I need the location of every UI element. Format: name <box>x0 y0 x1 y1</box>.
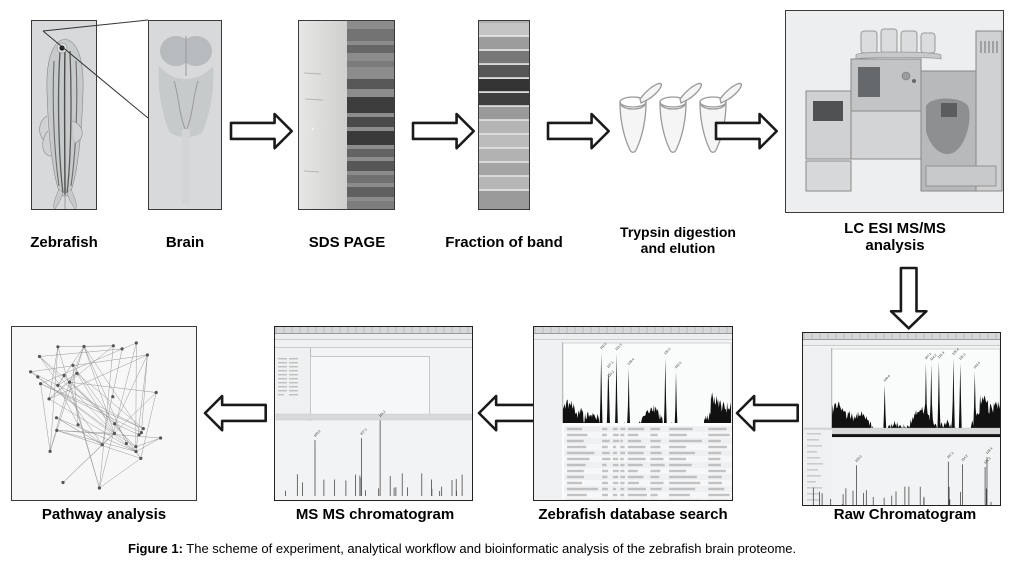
svg-text:107.1: 107.1 <box>359 427 368 436</box>
svg-text:114.2: 114.2 <box>960 454 968 462</box>
svg-text:107.1: 107.1 <box>946 451 955 460</box>
svg-text:128.4: 128.4 <box>985 446 994 455</box>
svg-text:100.0: 100.0 <box>854 454 863 463</box>
svg-text:100.0: 100.0 <box>313 429 322 438</box>
